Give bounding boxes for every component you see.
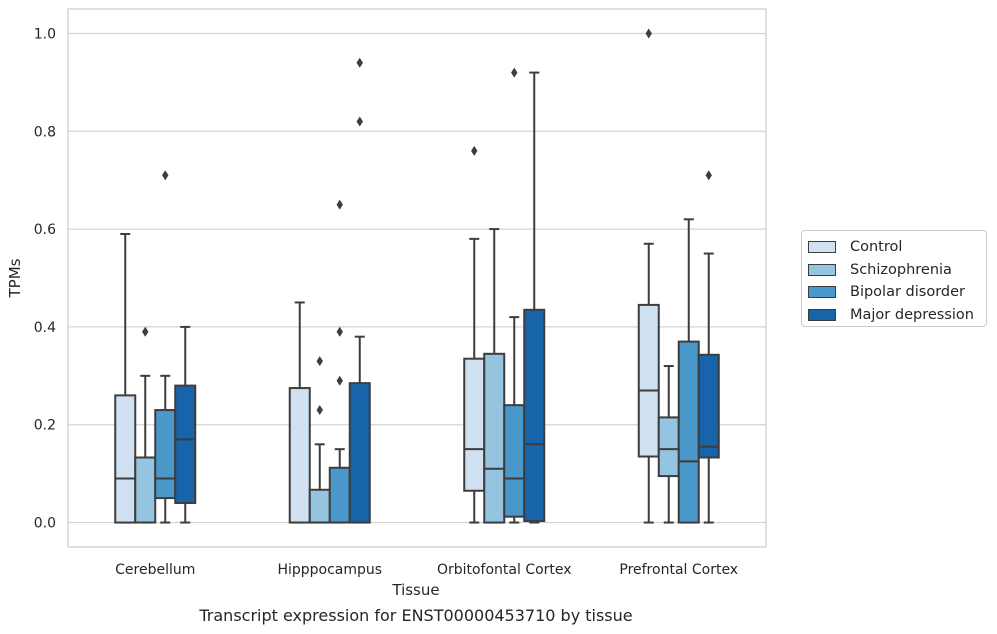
- outlier-point: [511, 67, 518, 78]
- legend-item-control: Control: [808, 236, 980, 259]
- x-tick-labels: Cerebellum Hipppocampus Orbitofontal Corte…: [115, 562, 738, 578]
- y-tick-label: 1.0: [34, 26, 56, 42]
- y-tick-label: 0.0: [34, 516, 56, 532]
- outlier-point: [142, 326, 149, 337]
- box-body: [463, 357, 486, 492]
- y-tick-label: 0.2: [34, 418, 56, 434]
- box-body: [288, 387, 311, 524]
- box-3-3: [697, 170, 720, 524]
- outlier-point: [336, 326, 343, 337]
- y-tick-label: 0.6: [34, 222, 56, 238]
- x-tick-label: Cerebellum: [115, 562, 195, 578]
- box-2-1: [483, 228, 506, 524]
- box-1-0: [288, 301, 311, 524]
- legend-swatch-bipolar-disorder: [808, 286, 836, 299]
- plot-frame: [67, 8, 767, 548]
- box-body: [348, 382, 371, 524]
- legend-label-control: Control: [850, 239, 903, 256]
- legend-label-schizophrenia: Schizophrenia: [850, 261, 952, 278]
- box-body: [697, 353, 720, 459]
- outlier-point: [645, 28, 652, 39]
- outlier-point: [162, 170, 169, 181]
- legend-label-major-depression: Major depression: [850, 306, 974, 323]
- box-3-2: [677, 218, 700, 524]
- box-0-3: [174, 325, 197, 524]
- box-body: [328, 466, 351, 524]
- legend: Control Schizophrenia Bipolar disorder M…: [801, 230, 987, 327]
- outlier-point: [316, 405, 323, 416]
- box-2-0: [463, 145, 486, 524]
- outlier-point: [316, 356, 323, 367]
- figure-caption: Transcript expression for ENST0000045371…: [199, 606, 633, 625]
- legend-swatch-control: [808, 241, 836, 254]
- box-2-3: [523, 71, 546, 524]
- legend-item-major-depression: Major depression: [808, 304, 980, 327]
- outlier-point: [356, 116, 363, 127]
- box-body: [174, 384, 197, 504]
- y-tick-labels: 0.0 0.2 0.4 0.6 0.8 1.0: [34, 26, 56, 531]
- y-axis-title: TPMs: [6, 258, 24, 298]
- legend-swatch-schizophrenia: [808, 263, 836, 276]
- legend-label-bipolar-disorder: Bipolar disorder: [850, 284, 965, 301]
- box-0-0: [114, 232, 137, 524]
- box-body: [637, 303, 660, 458]
- box-body: [154, 409, 177, 500]
- box-3-0: [637, 28, 660, 524]
- x-tick-label: Hipppocampus: [277, 562, 382, 578]
- box-body: [677, 340, 700, 524]
- box-3-1: [657, 365, 680, 524]
- box-body: [503, 404, 526, 518]
- x-tick-label: Prefrontal Cortex: [619, 562, 738, 578]
- x-axis-title: Tissue: [391, 581, 439, 599]
- box-body: [134, 456, 157, 524]
- box-1-3: [348, 57, 371, 524]
- x-tick-label: Orbitofontal Cortex: [437, 562, 572, 578]
- y-tick-label: 0.8: [34, 124, 56, 140]
- box-body: [114, 394, 137, 524]
- boxes: [114, 28, 720, 524]
- box-body: [523, 308, 546, 523]
- legend-item-bipolar-disorder: Bipolar disorder: [808, 281, 980, 304]
- legend-swatch-major-depression: [808, 308, 836, 321]
- outlier-point: [336, 199, 343, 210]
- outlier-point: [356, 57, 363, 68]
- box-2-2: [503, 67, 526, 524]
- y-tick-label: 0.4: [34, 320, 56, 336]
- box-body: [308, 488, 331, 524]
- box-body: [483, 352, 506, 524]
- outlier-point: [336, 375, 343, 386]
- box-1-1: [308, 356, 331, 524]
- box-1-2: [328, 199, 351, 524]
- box-0-2: [154, 170, 177, 524]
- box-body: [657, 416, 680, 478]
- outlier-point: [705, 170, 712, 181]
- legend-item-schizophrenia: Schizophrenia: [808, 259, 980, 282]
- outlier-point: [471, 145, 478, 156]
